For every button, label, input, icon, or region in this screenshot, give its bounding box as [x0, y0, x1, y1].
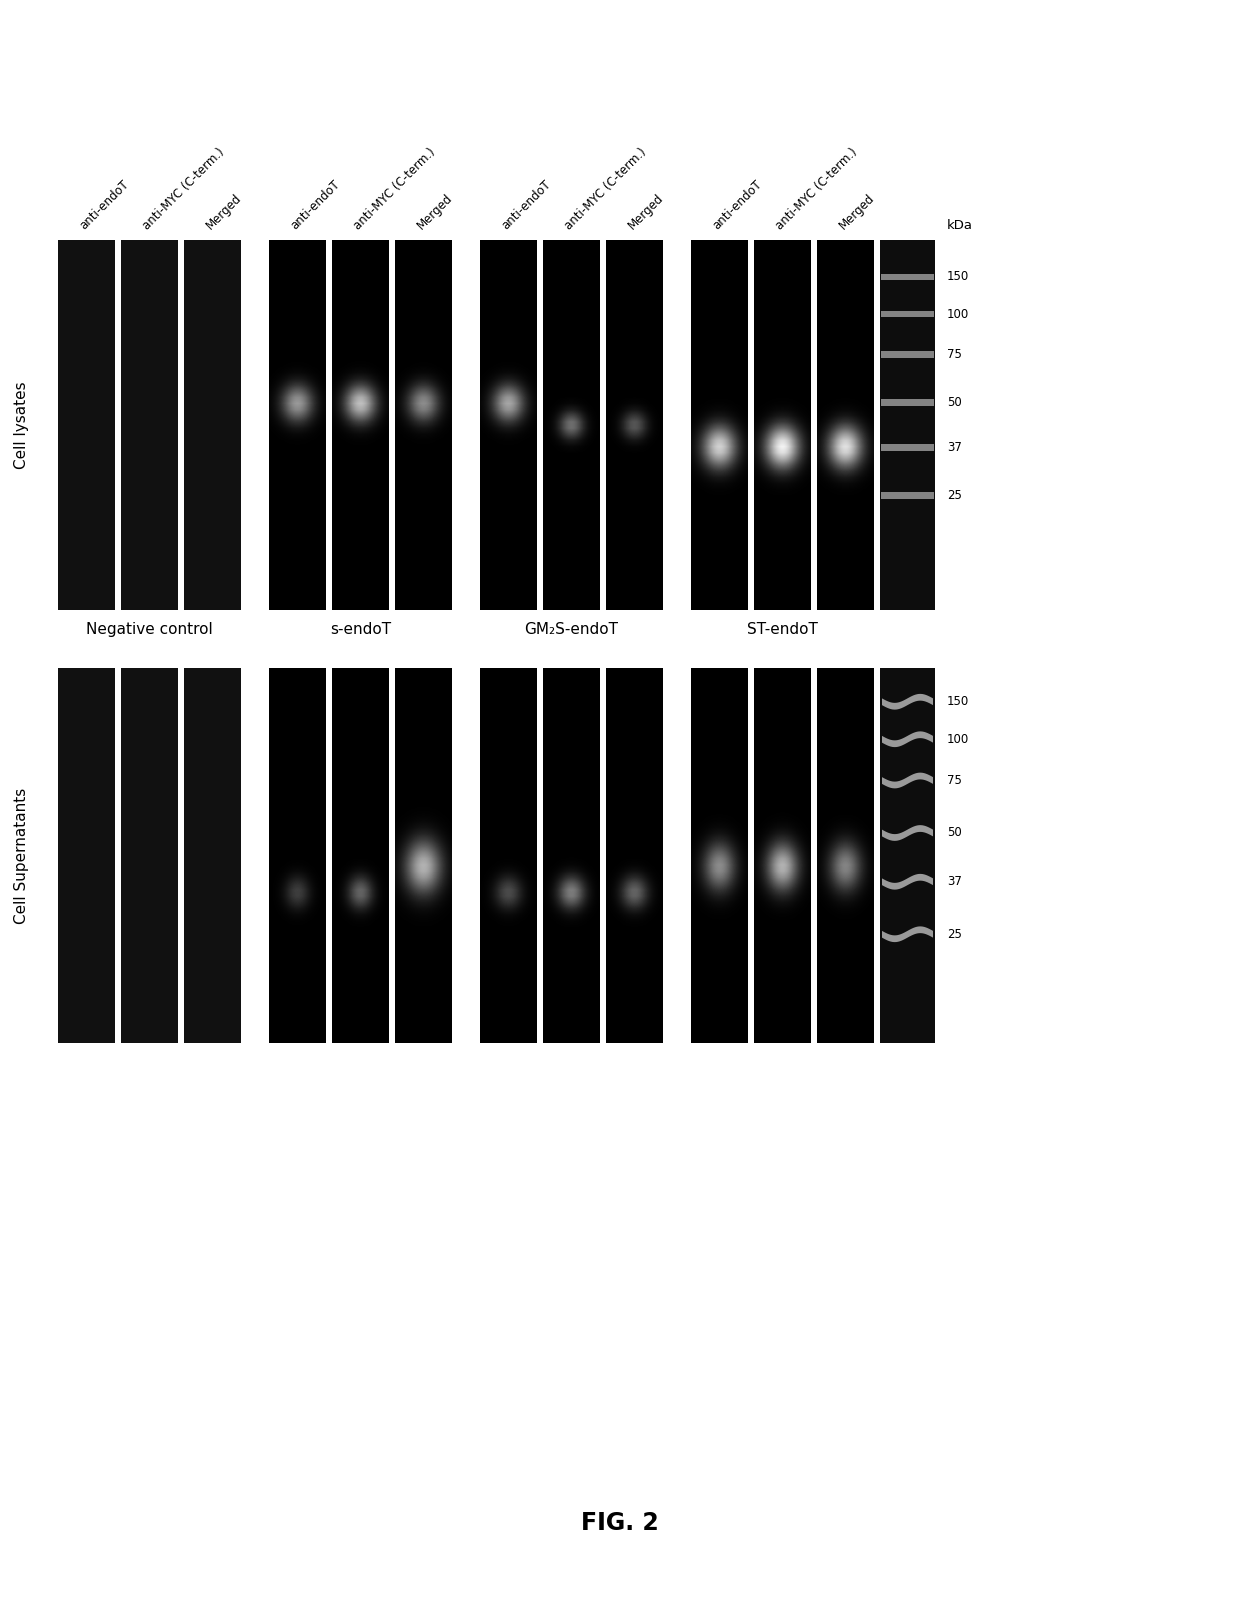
Text: anti-endoT: anti-endoT	[289, 178, 342, 232]
Text: 50: 50	[947, 827, 962, 840]
Bar	[880, 274, 934, 281]
Text: s-endoT: s-endoT	[330, 622, 391, 636]
Text: anti-MYC (C-term.): anti-MYC (C-term.)	[774, 146, 861, 232]
Text: Merged: Merged	[414, 191, 455, 232]
Bar	[880, 311, 934, 317]
Text: 100: 100	[947, 733, 970, 745]
Bar	[606, 240, 663, 611]
Text: kDa: kDa	[947, 218, 973, 232]
Text: Merged: Merged	[203, 191, 244, 232]
Bar	[58, 240, 115, 611]
Text: 25: 25	[947, 928, 962, 941]
Text: 37: 37	[947, 875, 962, 888]
Bar	[754, 240, 811, 611]
Bar	[184, 668, 241, 1044]
Bar	[543, 240, 600, 611]
PathPatch shape	[882, 826, 932, 842]
Bar	[754, 668, 811, 1044]
Text: GM₂S-endoT: GM₂S-endoT	[525, 622, 619, 636]
Bar	[817, 240, 874, 611]
Text: Cell lysates: Cell lysates	[15, 382, 30, 468]
Bar	[880, 240, 935, 611]
Text: 25: 25	[947, 489, 962, 502]
Bar	[880, 444, 934, 450]
Bar	[880, 351, 934, 357]
Text: 37: 37	[947, 441, 962, 454]
Text: ST-endoT: ST-endoT	[746, 622, 818, 636]
Text: anti-endoT: anti-endoT	[77, 178, 131, 232]
Text: 100: 100	[947, 308, 970, 321]
PathPatch shape	[882, 731, 932, 747]
Text: 150: 150	[947, 696, 970, 709]
Text: 75: 75	[947, 774, 962, 787]
Bar	[691, 668, 748, 1044]
Text: Cell Supernatants: Cell Supernatants	[15, 787, 30, 923]
Text: Merged: Merged	[625, 191, 666, 232]
Bar	[880, 668, 935, 1044]
Bar	[122, 668, 179, 1044]
Bar	[480, 668, 537, 1044]
PathPatch shape	[882, 694, 932, 710]
Bar	[880, 399, 934, 406]
Bar	[269, 668, 326, 1044]
Bar	[122, 240, 179, 611]
Bar	[691, 240, 748, 611]
Bar	[817, 668, 874, 1044]
Bar	[396, 668, 453, 1044]
Bar	[396, 240, 453, 611]
Text: Negative control: Negative control	[86, 622, 213, 636]
PathPatch shape	[882, 874, 932, 890]
Bar	[880, 492, 934, 499]
Text: anti-endoT: anti-endoT	[500, 178, 554, 232]
Text: FIG. 2: FIG. 2	[582, 1512, 658, 1536]
Text: anti-MYC (C-term.): anti-MYC (C-term.)	[351, 146, 438, 232]
Text: anti-MYC (C-term.): anti-MYC (C-term.)	[562, 146, 649, 232]
PathPatch shape	[882, 773, 932, 789]
Text: 50: 50	[947, 396, 962, 409]
Bar	[332, 240, 389, 611]
Text: 150: 150	[947, 271, 970, 284]
Text: anti-endoT: anti-endoT	[711, 178, 765, 232]
Text: 75: 75	[947, 348, 962, 361]
Bar	[269, 240, 326, 611]
Bar	[543, 668, 600, 1044]
Bar	[332, 668, 389, 1044]
Bar	[58, 668, 115, 1044]
Bar	[480, 240, 537, 611]
Text: Merged: Merged	[836, 191, 877, 232]
PathPatch shape	[882, 927, 932, 943]
Text: anti-MYC (C-term.): anti-MYC (C-term.)	[140, 146, 227, 232]
Bar	[184, 240, 241, 611]
Bar	[606, 668, 663, 1044]
